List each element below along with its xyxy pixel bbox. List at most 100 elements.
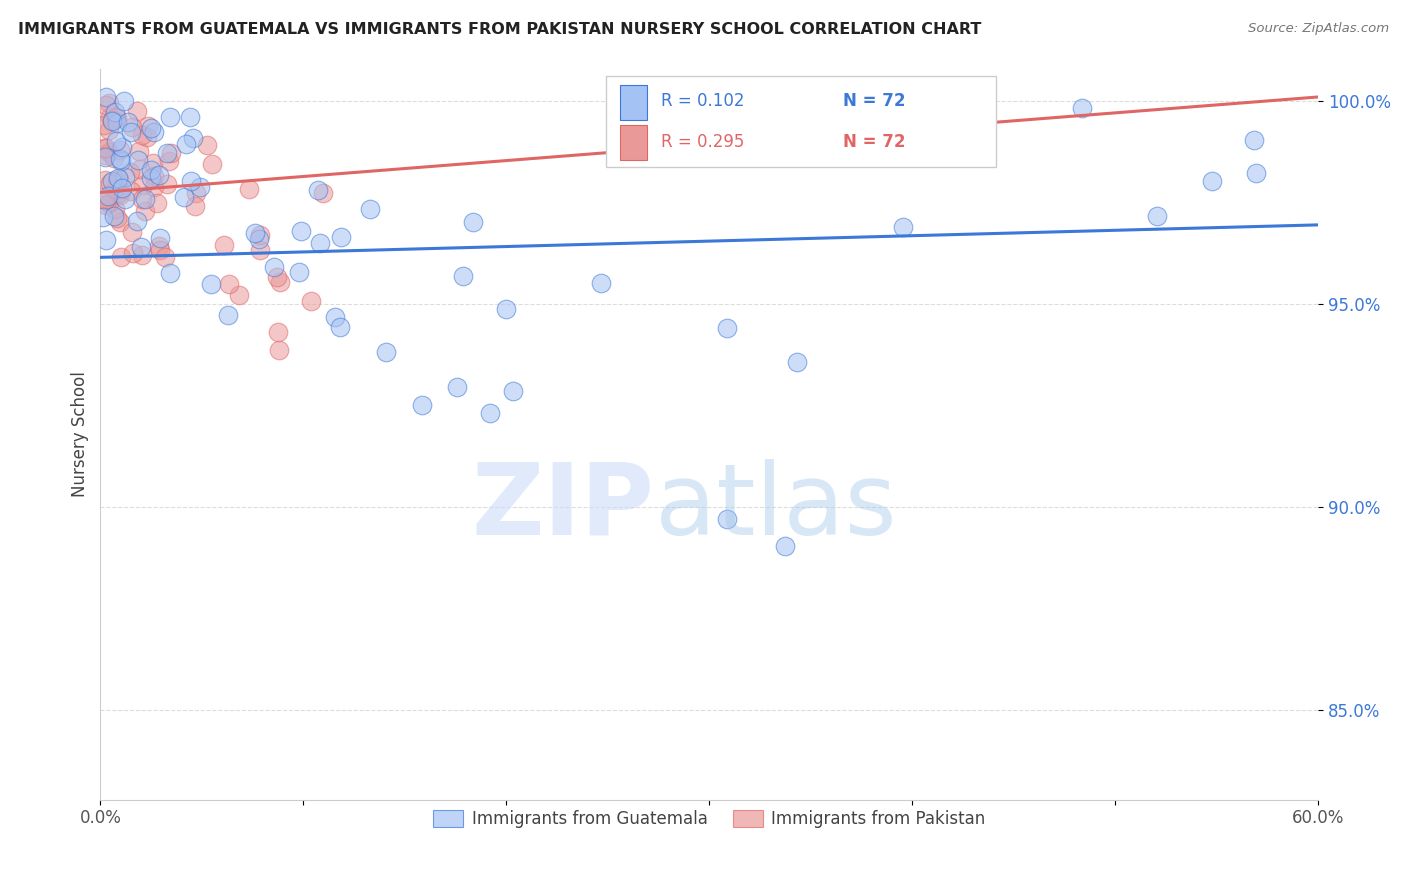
Point	[159, 266, 181, 280]
Point	[451, 268, 474, 283]
Point	[131, 248, 153, 262]
Point	[94, 141, 117, 155]
Point	[218, 308, 240, 322]
Point	[131, 240, 153, 254]
Point	[97, 145, 120, 160]
Point	[1146, 209, 1168, 223]
Y-axis label: Nursery School: Nursery School	[72, 371, 89, 497]
Point	[173, 190, 195, 204]
FancyBboxPatch shape	[606, 76, 995, 167]
Point	[312, 186, 335, 200]
Point	[143, 180, 166, 194]
Point	[502, 384, 524, 399]
Point	[156, 146, 179, 161]
Point	[157, 153, 180, 168]
Point	[159, 145, 181, 160]
Point	[136, 130, 159, 145]
Point	[125, 214, 148, 228]
Point	[183, 199, 205, 213]
Point	[716, 321, 738, 335]
Point	[120, 184, 142, 198]
Point	[288, 265, 311, 279]
Point	[94, 192, 117, 206]
Point	[329, 229, 352, 244]
Point	[200, 277, 222, 291]
Point	[495, 301, 517, 316]
Point	[139, 162, 162, 177]
Text: R = 0.295: R = 0.295	[661, 133, 744, 151]
Point	[228, 288, 250, 302]
Point	[134, 192, 156, 206]
Point	[98, 195, 121, 210]
Point	[141, 171, 163, 186]
Point	[94, 233, 117, 247]
Point	[105, 110, 128, 124]
Point	[891, 220, 914, 235]
Point	[94, 90, 117, 104]
Text: N = 72: N = 72	[844, 133, 905, 151]
Point	[148, 239, 170, 253]
Point	[110, 187, 132, 202]
Point	[238, 181, 260, 195]
Text: Source: ZipAtlas.com: Source: ZipAtlas.com	[1249, 22, 1389, 36]
Point	[309, 235, 332, 250]
Point	[159, 110, 181, 124]
Point	[94, 172, 117, 186]
Point	[155, 177, 177, 191]
Point	[94, 98, 117, 112]
Point	[108, 182, 131, 196]
Point	[121, 225, 143, 239]
Point	[201, 156, 224, 170]
Point	[104, 134, 127, 148]
Point	[104, 202, 127, 217]
Point	[114, 192, 136, 206]
Point	[299, 294, 322, 309]
Point	[153, 251, 176, 265]
Point	[108, 171, 131, 186]
Point	[101, 174, 124, 188]
Point	[107, 171, 129, 186]
Point	[323, 310, 346, 324]
Point	[98, 176, 121, 190]
Point	[446, 380, 468, 394]
Point	[269, 275, 291, 289]
Point	[180, 173, 202, 187]
Point	[105, 116, 128, 130]
Point	[149, 244, 172, 258]
Point	[97, 122, 120, 136]
Point	[375, 344, 398, 359]
Point	[104, 182, 127, 196]
Point	[120, 125, 142, 139]
Point	[108, 183, 131, 197]
Point	[1071, 101, 1094, 115]
Point	[110, 152, 132, 166]
Point	[94, 150, 117, 164]
Point	[290, 224, 312, 238]
Point	[103, 105, 125, 120]
Point	[359, 202, 381, 217]
Point	[114, 170, 136, 185]
Point	[131, 178, 153, 192]
Point	[128, 144, 150, 158]
Point	[110, 250, 132, 264]
Point	[773, 539, 796, 553]
Point	[136, 119, 159, 133]
Point	[212, 237, 235, 252]
Point	[101, 113, 124, 128]
Point	[263, 260, 285, 275]
Point	[103, 151, 125, 165]
Point	[179, 110, 201, 124]
Point	[142, 169, 165, 184]
Point	[329, 320, 352, 334]
Point	[111, 181, 134, 195]
Point	[591, 276, 613, 290]
Point	[98, 110, 121, 124]
Point	[91, 210, 114, 224]
Point	[93, 118, 115, 132]
Text: ZIP: ZIP	[471, 458, 655, 556]
Point	[108, 143, 131, 157]
Point	[131, 128, 153, 143]
Point	[461, 215, 484, 229]
Point	[143, 125, 166, 139]
Point	[94, 147, 117, 161]
